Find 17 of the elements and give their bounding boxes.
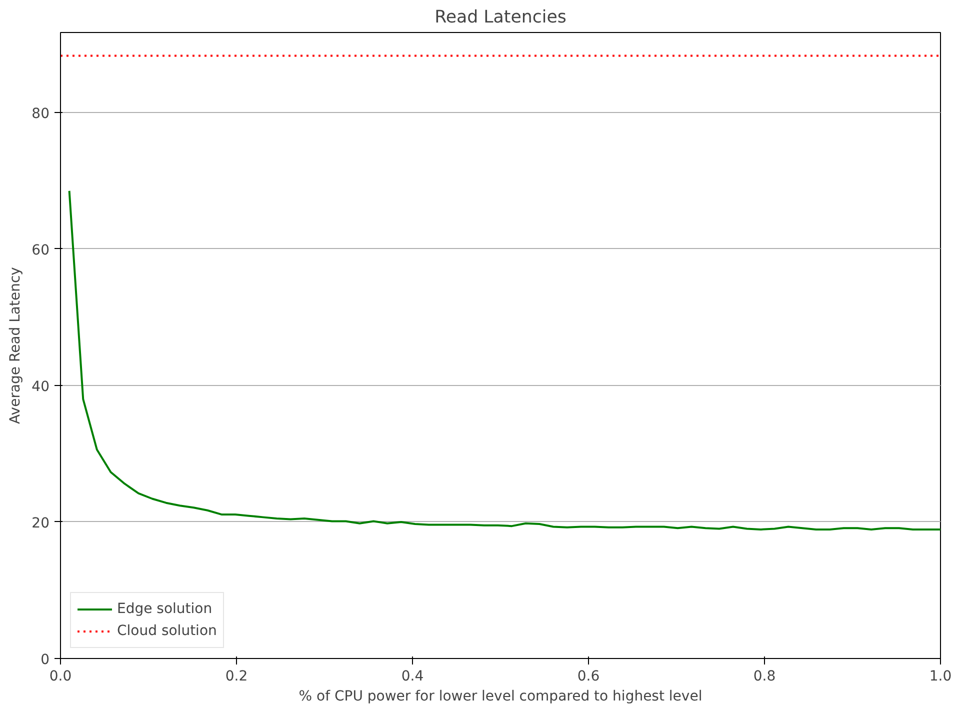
y-axis-title: Average Read Latency	[8, 267, 24, 424]
x-tick-label: 0.4	[401, 668, 424, 684]
x-tick-label: 0.2	[225, 668, 248, 684]
x-tick-label: 0.8	[753, 668, 776, 684]
y-tick-label: 20	[32, 515, 50, 532]
y-tick-label: 80	[32, 106, 50, 122]
x-tick-label: 0.6	[577, 668, 600, 684]
y-tick-label: 40	[32, 378, 50, 395]
y-tick-label: 0	[40, 652, 50, 668]
x-tick-label: 1.0	[929, 668, 952, 684]
x-axis-title: % of CPU power for lower level compared to highest level	[298, 688, 702, 704]
legend-label: Edge solution	[117, 601, 212, 617]
legend-label: Cloud solution	[117, 623, 217, 639]
line-series	[68, 190, 940, 530]
x-tick-label: 0.0	[49, 668, 72, 684]
y-tick-label: 60	[32, 242, 50, 258]
chart-title: Read Latencies	[434, 8, 566, 28]
